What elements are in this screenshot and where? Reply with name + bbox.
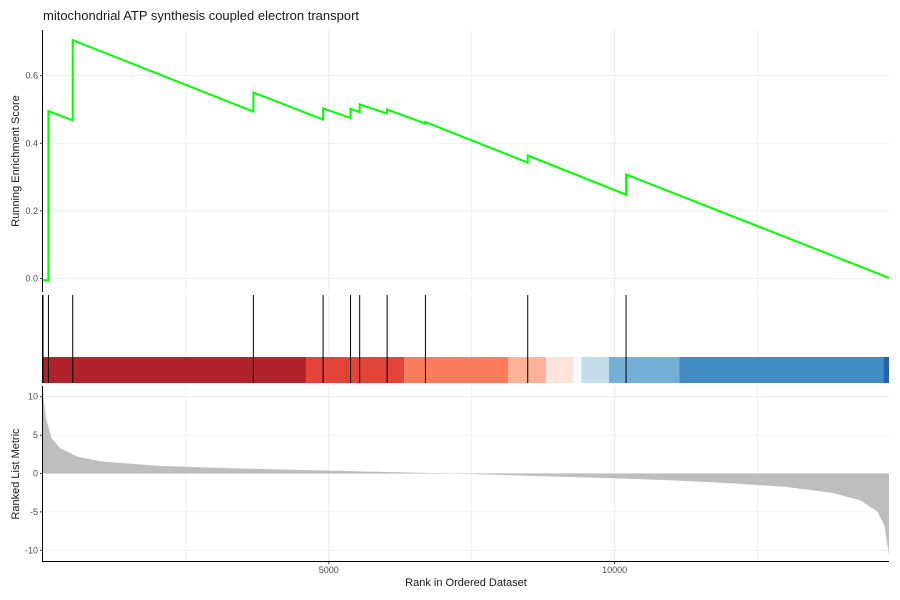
x-tick-label: 10000 — [602, 565, 627, 575]
metric-x-ticks: 5000 10000 — [319, 561, 627, 575]
x-axis-title: Rank in Ordered Dataset — [405, 577, 527, 589]
metric-panel: 10 5 0 -5 -10 5000 10000 Ranked List Metric R… — [10, 386, 889, 589]
metric-y-ticks: 10 5 0 -5 -10 — [25, 392, 43, 555]
es-y-tick-label: 0.6 — [25, 71, 38, 81]
color-bar-segment — [679, 357, 884, 383]
hits-panel — [42, 295, 889, 383]
es-y-axis-title: Running Enrichment Score — [10, 95, 22, 226]
es-panel: 0.0 0.2 0.4 0.6 Running Enrichment Score — [10, 30, 890, 292]
rank-color-bar — [43, 357, 889, 383]
color-bar-segment — [546, 357, 574, 383]
running-enrichment-score-line — [43, 38, 890, 282]
color-bar-segment — [608, 357, 680, 383]
metric-y-tick-label: 0 — [33, 469, 38, 479]
color-bar-segment — [305, 357, 405, 383]
color-bar-segment — [404, 357, 509, 383]
ranked-metric-area — [43, 392, 889, 555]
x-tick-label: 5000 — [319, 565, 339, 575]
es-y-tick-label: 0.0 — [25, 273, 38, 283]
metric-y-tick-label: -5 — [30, 507, 38, 517]
chart-title: mitochondrial ATP synthesis coupled elec… — [43, 8, 360, 23]
color-bar-segment — [573, 357, 582, 383]
es-y-tick-label: 0.2 — [25, 206, 38, 216]
color-bar-segment — [508, 357, 547, 383]
metric-y-tick-label: -10 — [25, 545, 38, 555]
es-y-tick-label: 0.4 — [25, 138, 38, 148]
color-bar-segment — [581, 357, 609, 383]
color-bar-segment — [883, 357, 889, 383]
es-gridlines — [43, 30, 889, 292]
metric-y-axis-title: Ranked List Metric — [10, 428, 22, 520]
es-y-ticks: 0.0 0.2 0.4 0.6 — [25, 71, 43, 283]
metric-y-tick-label: 5 — [33, 430, 38, 440]
color-bar-segment — [43, 357, 306, 383]
metric-y-tick-label: 10 — [28, 392, 38, 402]
